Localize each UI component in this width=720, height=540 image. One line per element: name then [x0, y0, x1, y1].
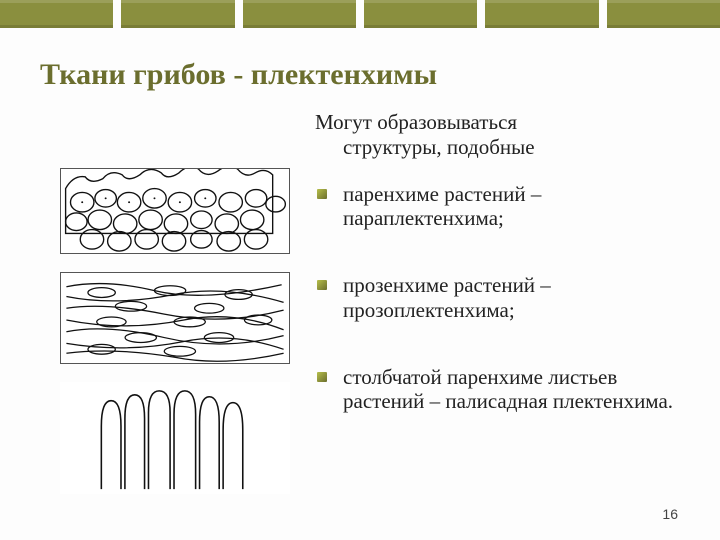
paraplectenchyma-illustration [60, 168, 290, 254]
band-segment [243, 0, 356, 28]
page-number: 16 [662, 506, 678, 522]
band-segment [364, 0, 477, 28]
palisade-plectenchyma-illustration [60, 382, 290, 494]
intro-line-2: структуры, подобные [315, 135, 690, 160]
band-segment [485, 0, 598, 28]
bullet-item: прозенхиме растений – прозоплектенхима; [315, 273, 690, 323]
bullet-text: столбчатой паренхиме листьев растений – … [343, 365, 673, 414]
bullet-text: паренхиме растений – параплектенхима; [343, 182, 541, 231]
bullet-item: паренхиме растений – параплектенхима; [315, 182, 690, 232]
band-segment [607, 0, 720, 28]
figures-column [60, 110, 305, 494]
intro-text: Могут образовываться структуры, подобные [315, 110, 690, 160]
intro-line-1: Могут образовываться [315, 110, 690, 135]
band-segment [0, 0, 113, 28]
slide-title: Ткани грибов - плектенхимы [0, 28, 720, 110]
band-segment [121, 0, 234, 28]
bullet-item: столбчатой паренхиме листьев растений – … [315, 365, 690, 415]
decorative-top-band [0, 0, 720, 28]
bullet-list: паренхиме растений – параплектенхима; пр… [315, 182, 690, 415]
prosoplectenchyma-illustration [60, 272, 290, 364]
bullet-text: прозенхиме растений – прозоплектенхима; [343, 273, 551, 322]
text-column: Могут образовываться структуры, подобные… [305, 110, 690, 494]
content-area: Могут образовываться структуры, подобные… [0, 110, 720, 494]
